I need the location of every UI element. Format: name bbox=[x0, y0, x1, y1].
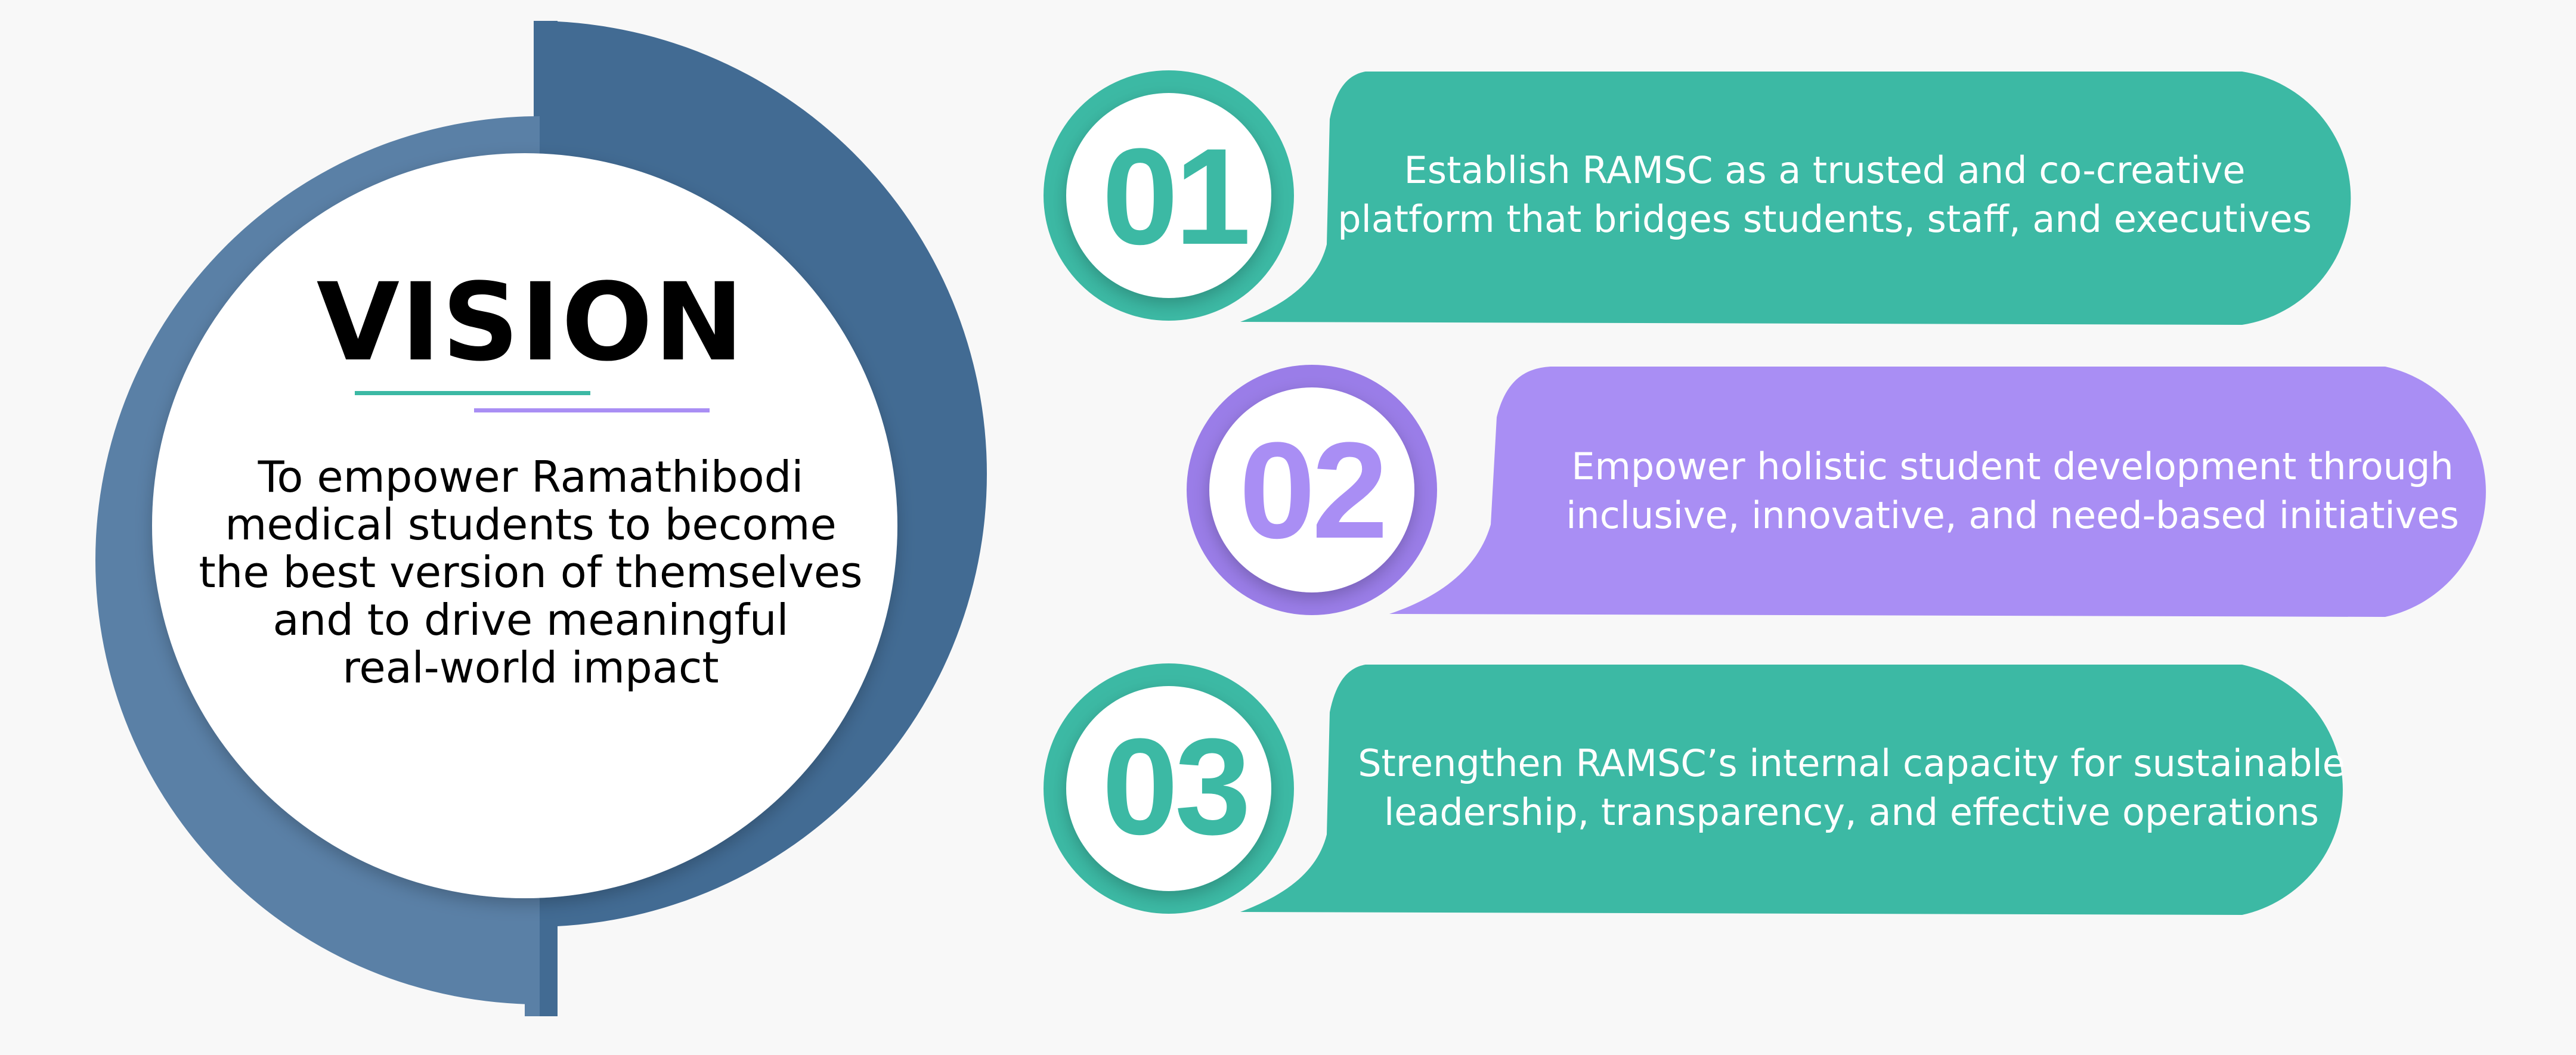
goal-01-shape bbox=[1044, 70, 2351, 325]
vision-ring-light-bar bbox=[525, 927, 540, 1016]
vision-statement: To empower Ramathibodi medical students … bbox=[179, 453, 883, 691]
goal-03-shape bbox=[1044, 663, 2343, 915]
vision-underline-teal bbox=[355, 391, 590, 395]
goal-02-shape bbox=[1187, 365, 2486, 617]
goal-02-line: inclusive, innovative, and need-based in… bbox=[1566, 494, 2459, 537]
goal-03-text: Strengthen RAMSC’s internal capacity for… bbox=[1330, 739, 2373, 837]
vision-underline-purple bbox=[474, 408, 710, 412]
vision-title: VISION bbox=[316, 260, 745, 385]
vision-line: real-world impact bbox=[342, 643, 719, 693]
goal-01-badge bbox=[1066, 93, 1271, 298]
goal-02-text: Empower holistic student development thr… bbox=[1509, 442, 2516, 540]
goal-01-line: platform that bridges students, staff, a… bbox=[1337, 197, 2312, 241]
goal-01-line: Establish RAMSC as a trusted and co-crea… bbox=[1404, 148, 2246, 192]
vision-line: the best version of themselves bbox=[199, 547, 863, 597]
goal-02-line: Empower holistic student development thr… bbox=[1571, 445, 2454, 488]
goal-03-pill bbox=[1240, 665, 2343, 915]
goal-03-line: leadership, transparency, and effective … bbox=[1384, 790, 2319, 834]
goal-02-number: 02 bbox=[1239, 414, 1388, 567]
goal-02-badge bbox=[1209, 387, 1414, 592]
goal-01-pill bbox=[1240, 72, 2351, 325]
goal-03-number: 03 bbox=[1102, 710, 1251, 863]
goal-01-number: 01 bbox=[1102, 120, 1251, 273]
vision-center-circle bbox=[152, 153, 897, 898]
vision-ring bbox=[95, 21, 987, 1016]
goal-02-pill bbox=[1389, 367, 2486, 617]
goal-01-text: Establish RAMSC as a trusted and co-crea… bbox=[1330, 146, 2320, 244]
vision-line: medical students to become bbox=[225, 499, 837, 550]
vision-line: To empower Ramathibodi bbox=[258, 452, 804, 502]
vision-line: and to drive meaningful bbox=[273, 595, 789, 645]
goal-03-badge bbox=[1066, 686, 1271, 891]
goal-03-line: Strengthen RAMSC’s internal capacity for… bbox=[1358, 741, 2345, 785]
